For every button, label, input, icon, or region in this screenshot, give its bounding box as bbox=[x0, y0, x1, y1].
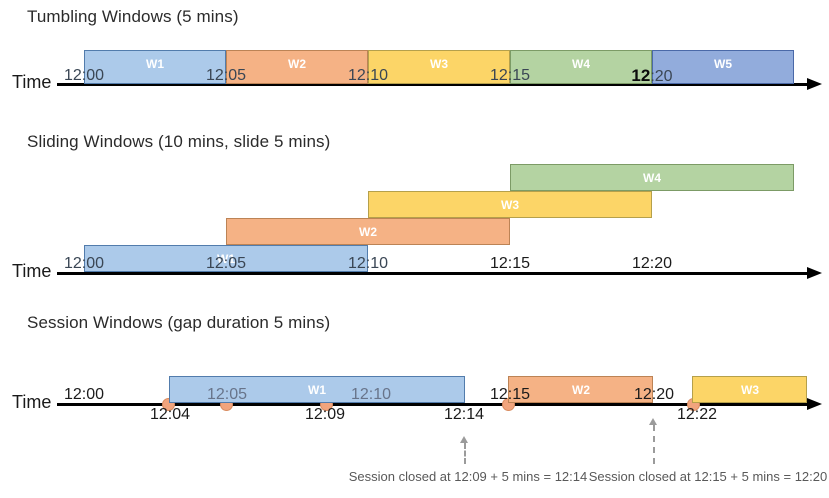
session-closed-caption: Session closed at 12:09 + 5 mins = 12:14 bbox=[348, 469, 588, 484]
window-w2 bbox=[508, 376, 653, 403]
window-w3 bbox=[692, 376, 807, 403]
timeline-arrowhead-icon bbox=[807, 267, 822, 279]
tick-label: 12:15 bbox=[489, 67, 531, 84]
window-label: W3 bbox=[501, 198, 519, 212]
timeline bbox=[57, 403, 807, 406]
event-time-label: 12:09 bbox=[304, 406, 346, 423]
tick-label: 12:00 bbox=[63, 255, 105, 272]
section-title: Tumbling Windows (5 mins) bbox=[27, 7, 239, 26]
session-closed-caption: Session closed at 12:15 + 5 mins = 12:20 bbox=[588, 469, 828, 484]
tick-label: 12:05 bbox=[205, 255, 247, 272]
time-axis-label: Time bbox=[12, 261, 52, 281]
window-label: W5 bbox=[714, 57, 732, 71]
section-title: Sliding Windows (10 mins, slide 5 mins) bbox=[27, 132, 331, 151]
window-label: W1 bbox=[308, 383, 326, 397]
window-label: W1 bbox=[217, 252, 235, 266]
timeline-arrowhead-icon bbox=[807, 398, 822, 410]
window-w1 bbox=[84, 245, 368, 272]
callout-arrow-stem bbox=[653, 425, 655, 464]
timeline bbox=[57, 272, 807, 275]
window-label: W2 bbox=[288, 57, 306, 71]
timeline-arrowhead-icon bbox=[807, 78, 822, 90]
window-w4 bbox=[510, 164, 794, 191]
window-w1 bbox=[84, 50, 226, 84]
window-label: W4 bbox=[572, 57, 590, 71]
window-label: W3 bbox=[741, 383, 759, 397]
tick-label: 12:00 bbox=[63, 386, 105, 403]
callout-arrowhead-icon bbox=[460, 436, 468, 443]
tick-label: 12:15 bbox=[489, 386, 531, 403]
window-label: W3 bbox=[430, 57, 448, 71]
window-label: W4 bbox=[643, 171, 661, 185]
tick-label-part: :20 bbox=[650, 68, 673, 85]
callout-arrowhead-icon bbox=[649, 418, 657, 425]
tick-label: 12:20 bbox=[631, 66, 673, 85]
tick-label: 12:20 bbox=[631, 255, 673, 272]
window-w5 bbox=[652, 50, 794, 84]
event-time-label: 12:22 bbox=[676, 406, 718, 423]
event-time-label: 12:14 bbox=[443, 406, 485, 423]
section-title: Session Windows (gap duration 5 mins) bbox=[27, 313, 331, 332]
time-axis-label: Time bbox=[12, 72, 52, 92]
tick-label: 12:10 bbox=[350, 386, 392, 403]
window-w4 bbox=[510, 50, 652, 84]
tick-label: 12:20 bbox=[633, 386, 675, 403]
window-w1 bbox=[169, 376, 465, 403]
tick-label: 12:10 bbox=[347, 67, 389, 84]
tick-label: 12:05 bbox=[205, 67, 247, 84]
window-w2 bbox=[226, 50, 368, 84]
tick-label: 12:05 bbox=[206, 386, 248, 403]
tick-label: 12:15 bbox=[489, 255, 531, 272]
window-label: W2 bbox=[572, 383, 590, 397]
window-label: W1 bbox=[146, 57, 164, 71]
event-time-label: 12:04 bbox=[149, 406, 191, 423]
tick-label: 12:00 bbox=[63, 67, 105, 84]
window-w2 bbox=[226, 218, 510, 245]
time-axis-label: Time bbox=[12, 392, 52, 412]
timeline bbox=[57, 83, 807, 86]
tick-label-part: 12 bbox=[631, 66, 651, 85]
window-w3 bbox=[368, 191, 652, 218]
window-w3 bbox=[368, 50, 510, 84]
callout-arrow-stem bbox=[464, 443, 466, 464]
window-label: W2 bbox=[359, 225, 377, 239]
tick-label: 12:10 bbox=[347, 255, 389, 272]
